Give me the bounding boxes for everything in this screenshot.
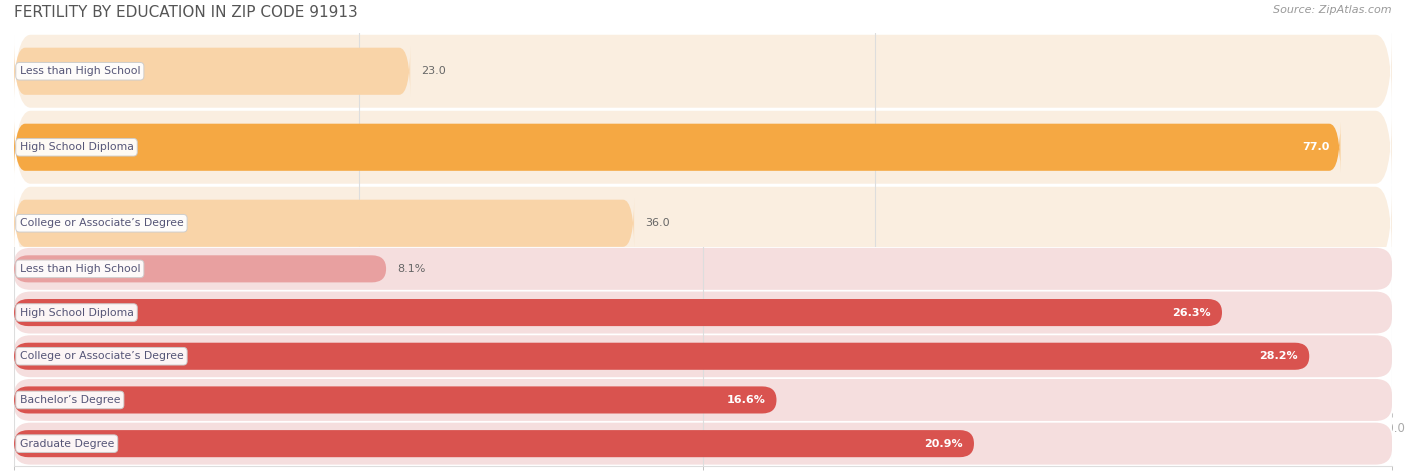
FancyBboxPatch shape: [14, 379, 1392, 421]
FancyBboxPatch shape: [14, 198, 634, 248]
FancyBboxPatch shape: [14, 335, 1392, 377]
FancyBboxPatch shape: [14, 255, 387, 283]
Text: College or Associate’s Degree: College or Associate’s Degree: [20, 218, 183, 228]
Text: FERTILITY BY EDUCATION IN ZIP CODE 91913: FERTILITY BY EDUCATION IN ZIP CODE 91913: [14, 5, 357, 20]
Text: 66.0: 66.0: [1112, 370, 1140, 380]
FancyBboxPatch shape: [14, 274, 548, 324]
Text: Less than High School: Less than High School: [20, 264, 141, 274]
Text: 16.6%: 16.6%: [727, 395, 765, 405]
Text: 8.1%: 8.1%: [396, 264, 426, 274]
FancyBboxPatch shape: [14, 46, 411, 96]
Text: Bachelor’s Degree: Bachelor’s Degree: [20, 294, 120, 304]
FancyBboxPatch shape: [14, 423, 1392, 465]
FancyBboxPatch shape: [14, 122, 1340, 172]
FancyBboxPatch shape: [14, 292, 1392, 333]
Text: Source: ZipAtlas.com: Source: ZipAtlas.com: [1274, 5, 1392, 15]
FancyBboxPatch shape: [14, 339, 1392, 412]
Text: High School Diploma: High School Diploma: [20, 307, 134, 318]
Text: College or Associate’s Degree: College or Associate’s Degree: [20, 351, 183, 361]
Text: High School Diploma: High School Diploma: [20, 142, 134, 152]
FancyBboxPatch shape: [14, 248, 1392, 290]
Text: Graduate Degree: Graduate Degree: [20, 370, 114, 380]
FancyBboxPatch shape: [14, 111, 1392, 184]
FancyBboxPatch shape: [14, 430, 974, 457]
Text: 26.3%: 26.3%: [1173, 307, 1211, 318]
Text: 77.0: 77.0: [1302, 142, 1329, 152]
FancyBboxPatch shape: [14, 187, 1392, 260]
Text: Graduate Degree: Graduate Degree: [20, 438, 114, 449]
FancyBboxPatch shape: [14, 386, 776, 414]
Text: 23.0: 23.0: [422, 66, 446, 76]
FancyBboxPatch shape: [14, 35, 1392, 108]
Text: 20.9%: 20.9%: [924, 438, 963, 449]
FancyBboxPatch shape: [14, 350, 1152, 400]
Text: 28.2%: 28.2%: [1260, 351, 1298, 361]
FancyBboxPatch shape: [14, 342, 1309, 370]
Text: 31.0: 31.0: [560, 294, 583, 304]
Text: 36.0: 36.0: [645, 218, 669, 228]
Text: Bachelor’s Degree: Bachelor’s Degree: [20, 395, 120, 405]
FancyBboxPatch shape: [14, 299, 1222, 326]
FancyBboxPatch shape: [14, 263, 1392, 336]
Text: Less than High School: Less than High School: [20, 66, 141, 76]
